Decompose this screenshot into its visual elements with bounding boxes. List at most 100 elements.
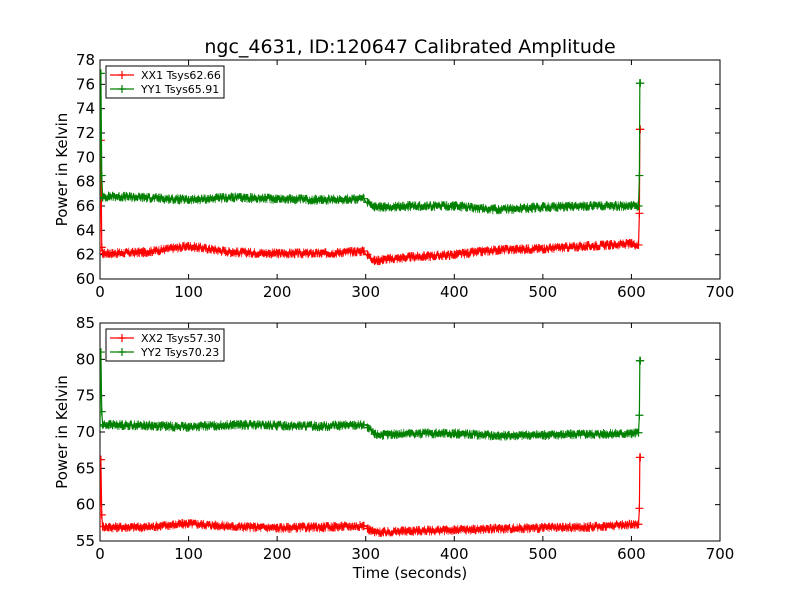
data-point [104, 523, 113, 532]
top-panel: 0 100 200 300 400 500 600 700 60 62 64 66 68 70 72 74 76… [53, 51, 734, 301]
series-markers-xx [100, 126, 641, 266]
data-point [379, 203, 388, 212]
data-point [363, 524, 372, 533]
data-point [634, 202, 643, 210]
data-point [494, 524, 503, 533]
y-tick-label: 60 [76, 270, 95, 288]
data-point [635, 171, 644, 180]
legend-box [105, 65, 225, 99]
data-point [379, 255, 388, 264]
data-point [450, 202, 459, 210]
y-tick-label: 65 [76, 459, 95, 477]
figure-title: ngc_4631, ID:120647 Calibrated Amplitude [204, 36, 615, 58]
y-axis-label: Power in Kelvin [53, 113, 71, 227]
data-point [184, 422, 193, 431]
x-tick-label: 300 [351, 283, 380, 301]
y-tick-label: 74 [76, 100, 95, 118]
data-point [406, 253, 414, 262]
data-point [636, 453, 645, 462]
data-point [370, 256, 379, 265]
legend-marker [118, 348, 126, 356]
x-tick-label: 400 [440, 545, 469, 563]
y-tick-label: 78 [76, 51, 95, 69]
data-point [494, 205, 503, 214]
x-tick-label: 400 [440, 283, 469, 301]
data-point [317, 422, 326, 431]
x-tick-label: 100 [174, 545, 203, 563]
y-tick-label: 55 [76, 532, 95, 550]
y-tick-label: 60 [76, 496, 95, 514]
data-point [273, 523, 282, 532]
x-tick-label: 700 [706, 545, 735, 563]
x-axis-label: Time (seconds) [352, 564, 468, 582]
data-point [359, 194, 368, 203]
data-point [583, 202, 592, 210]
data-point [100, 193, 107, 202]
series-markers-yy [100, 349, 641, 441]
x-tick-label: 300 [351, 545, 380, 563]
data-point [273, 249, 282, 258]
data-point [538, 523, 547, 532]
legend-box [105, 328, 225, 362]
data-point [100, 522, 107, 531]
legend-label: YY1 Tsys65.91 [140, 83, 219, 96]
data-point [104, 420, 113, 429]
data-point [636, 125, 645, 134]
data-point [100, 243, 106, 252]
data-point [538, 430, 547, 439]
data-point [228, 420, 237, 429]
data-point [100, 69, 105, 78]
data-point [100, 348, 105, 357]
data-point [635, 209, 644, 218]
data-point [370, 203, 379, 212]
x-tick-label: 200 [263, 283, 292, 301]
data-point [140, 421, 149, 430]
legend-marker [118, 85, 126, 93]
data-point [635, 411, 644, 420]
data-point [100, 510, 106, 519]
data-point [406, 202, 414, 210]
data-point [100, 455, 105, 464]
data-point [317, 523, 326, 532]
y-tick-label: 80 [76, 350, 95, 368]
data-point [627, 239, 636, 248]
data-point [627, 520, 636, 529]
x-tick-label: 0 [95, 545, 105, 563]
data-point [100, 171, 106, 180]
data-point [634, 240, 643, 249]
legend-marker [118, 71, 126, 79]
legend-label: XX2 Tsys57.30 [141, 332, 221, 345]
data-point [228, 248, 237, 257]
data-point [228, 522, 237, 531]
data-point [379, 430, 388, 439]
data-point [627, 202, 636, 210]
y-tick-label: 75 [76, 387, 95, 405]
data-point [363, 198, 372, 207]
y-tick-label: 62 [76, 246, 95, 264]
data-point [538, 203, 547, 212]
data-point [370, 528, 379, 537]
y-tick-label: 70 [76, 423, 95, 441]
data-point [379, 528, 388, 537]
data-point [104, 192, 113, 201]
data-point [494, 245, 503, 254]
data-point [363, 423, 372, 432]
data-point [583, 523, 592, 532]
data-point [450, 526, 459, 535]
y-tick-label: 70 [76, 148, 95, 166]
x-tick-label: 500 [529, 545, 558, 563]
data-point [273, 421, 282, 430]
legend-label: XX1 Tsys62.66 [141, 69, 221, 82]
y-tick-label: 85 [76, 314, 95, 332]
x-tick-label: 600 [617, 283, 646, 301]
data-point [636, 356, 645, 365]
data-point [184, 195, 193, 204]
x-tick-label: 200 [263, 545, 292, 563]
data-point [494, 431, 503, 440]
data-point [184, 242, 193, 251]
y-tick-label: 64 [76, 221, 95, 239]
x-tick-label: 100 [174, 283, 203, 301]
x-tick-label: 0 [95, 283, 105, 301]
data-point [583, 430, 592, 439]
